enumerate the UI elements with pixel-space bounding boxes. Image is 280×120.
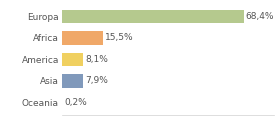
Text: 0,2%: 0,2% xyxy=(64,98,87,107)
Bar xyxy=(62,31,103,45)
Bar xyxy=(62,74,83,87)
Bar xyxy=(62,10,244,23)
Text: 68,4%: 68,4% xyxy=(246,12,274,21)
Bar xyxy=(62,53,83,66)
Text: 15,5%: 15,5% xyxy=(105,33,134,42)
Text: 7,9%: 7,9% xyxy=(85,76,108,85)
Text: 8,1%: 8,1% xyxy=(85,55,108,64)
